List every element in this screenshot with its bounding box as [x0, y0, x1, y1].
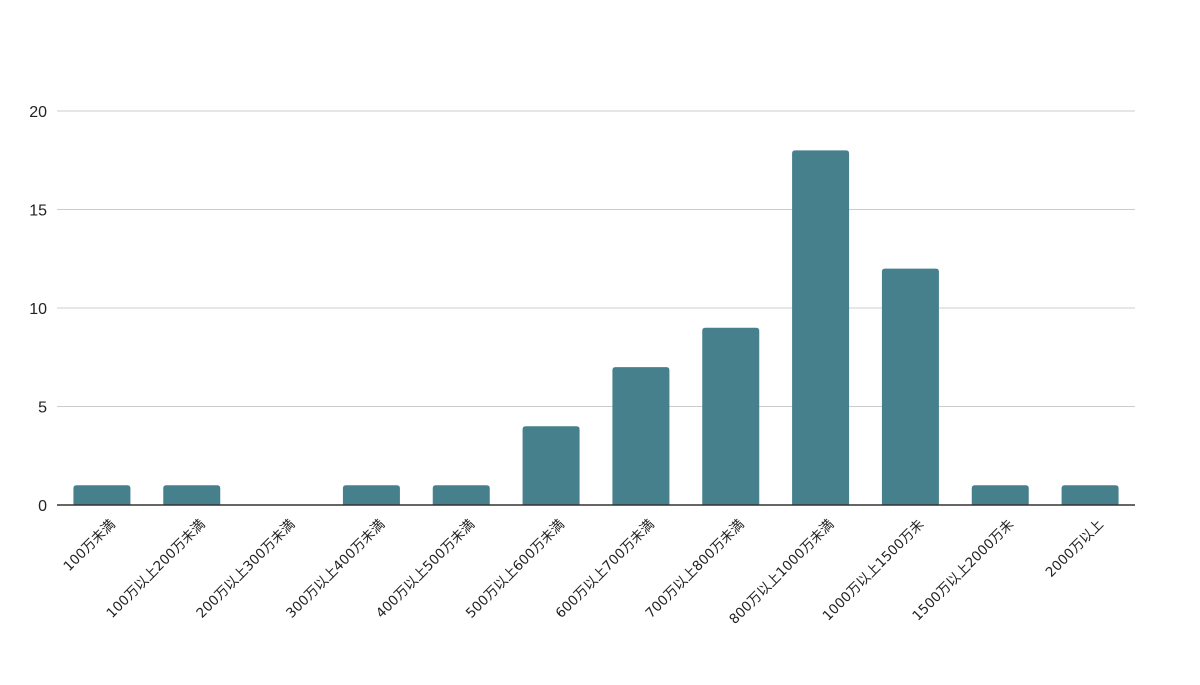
bar: [342, 485, 400, 505]
x-tick-label: 1000万以上1500万未: [820, 516, 928, 624]
bars: [73, 150, 1119, 505]
bar: [612, 367, 670, 505]
bar: [73, 485, 131, 505]
x-tick-label: 600万以上700万未満: [553, 517, 658, 622]
bar: [971, 485, 1029, 505]
x-tick-label: 1500万以上2000万未: [909, 516, 1017, 624]
bar: [792, 150, 850, 505]
bar: [1061, 485, 1119, 505]
bar: [522, 426, 580, 505]
bar: [163, 485, 221, 505]
x-tick-label: 500万以上600万未満: [463, 517, 568, 622]
x-tick-label: 700万以上800万未満: [643, 517, 748, 622]
x-tick-label: 400万以上500万未満: [373, 517, 478, 622]
x-tick-label: 300万以上400万未満: [283, 517, 388, 622]
x-tick-label: 2000万以上: [1043, 517, 1107, 581]
y-tick-label: 15: [29, 203, 47, 220]
y-tick-label: 10: [29, 301, 47, 318]
bar: [881, 268, 939, 505]
y-tick-label: 5: [38, 400, 47, 417]
x-tick-label: 200万以上300万未満: [193, 517, 298, 622]
gridlines: [57, 110, 1135, 407]
bar: [702, 327, 760, 505]
tick-labels: 0 5 10 15 20 100万未満100万以上200万未満200万以上300万未満30…: [29, 104, 1107, 628]
y-tick-label: 20: [29, 104, 47, 121]
x-tick-label: 100万未満: [61, 517, 119, 575]
y-tick-label: 0: [38, 498, 47, 515]
x-tick-label: 100万以上200万未満: [104, 517, 209, 622]
bar: [432, 485, 490, 505]
